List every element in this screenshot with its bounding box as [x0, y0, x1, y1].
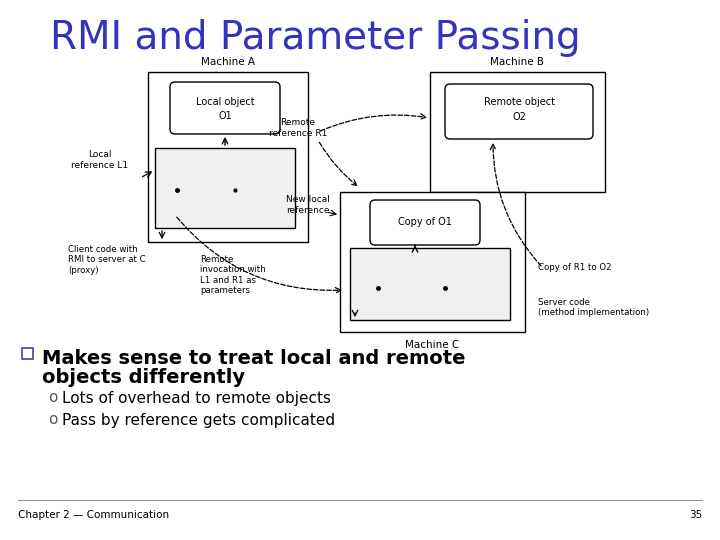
Text: Local object: Local object	[196, 97, 254, 107]
Text: O1: O1	[218, 111, 232, 121]
Text: New local
reference: New local reference	[286, 195, 330, 215]
Bar	[148, 72, 308, 242]
Bar	[155, 148, 295, 228]
Text: RMI and Parameter Passing: RMI and Parameter Passing	[50, 19, 580, 57]
Text: Chapter 2 — Communication: Chapter 2 — Communication	[18, 510, 169, 520]
Text: Makes sense to treat local and remote: Makes sense to treat local and remote	[42, 349, 466, 368]
Text: O2: O2	[512, 112, 526, 122]
Text: Local
reference L1: Local reference L1	[71, 150, 129, 170]
Text: Copy of R1 to O2: Copy of R1 to O2	[538, 264, 611, 273]
Bar	[350, 248, 510, 320]
Text: Remote object: Remote object	[484, 97, 554, 107]
Text: o: o	[48, 413, 58, 428]
FancyBboxPatch shape	[370, 200, 480, 245]
Text: Remote
reference R1: Remote reference R1	[269, 118, 327, 138]
Text: Server code
(method implementation): Server code (method implementation)	[538, 298, 649, 318]
Text: objects differently: objects differently	[42, 368, 245, 387]
Bar	[22, 348, 33, 359]
Text: Machine B: Machine B	[490, 57, 544, 67]
FancyBboxPatch shape	[445, 84, 593, 139]
Bar	[430, 72, 605, 192]
Text: Machine A: Machine A	[201, 57, 255, 67]
FancyBboxPatch shape	[170, 82, 280, 134]
Bar	[340, 192, 525, 332]
Text: Lots of overhead to remote objects: Lots of overhead to remote objects	[62, 390, 331, 406]
Text: Machine C: Machine C	[405, 340, 459, 350]
Text: 35: 35	[689, 510, 702, 520]
Text: o: o	[48, 390, 58, 406]
Text: Client code with
RMI to server at C
(proxy): Client code with RMI to server at C (pro…	[68, 245, 145, 275]
Text: Pass by reference gets complicated: Pass by reference gets complicated	[62, 413, 335, 428]
Text: Copy of O1: Copy of O1	[398, 217, 452, 227]
Text: Remote
invocation with
L1 and R1 as
parameters: Remote invocation with L1 and R1 as para…	[200, 255, 266, 295]
